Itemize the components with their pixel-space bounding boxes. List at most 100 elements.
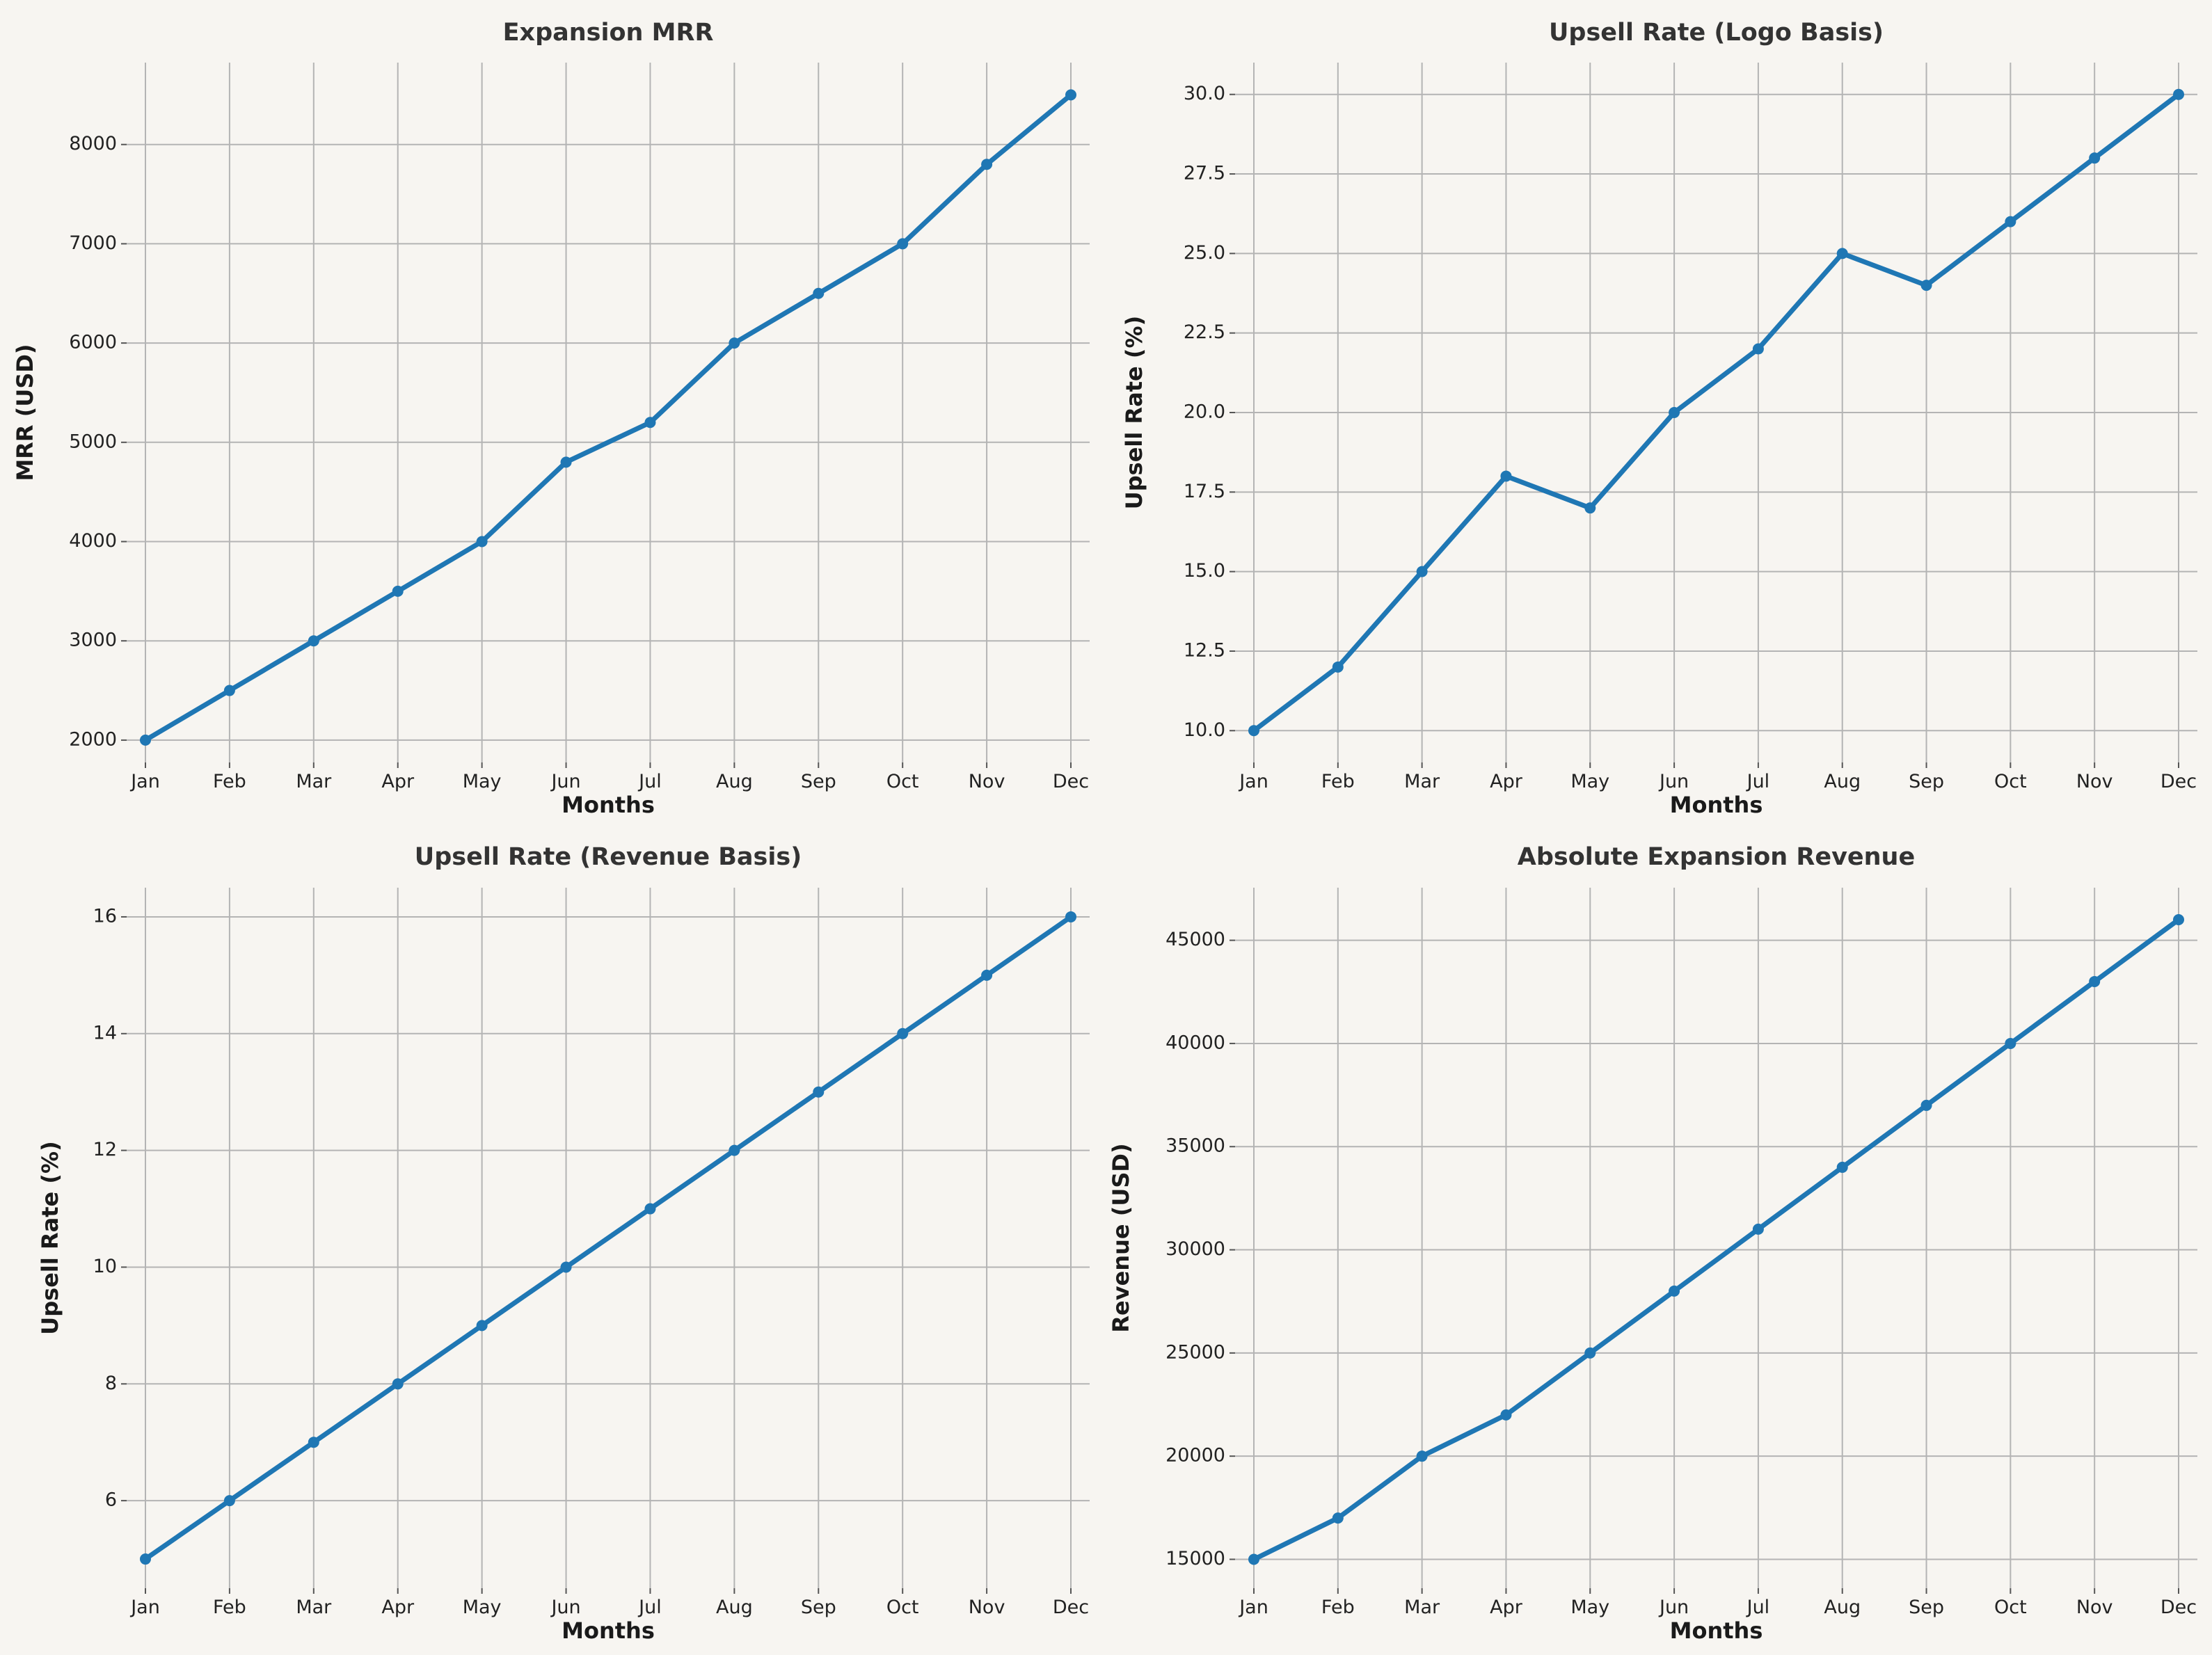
y-axis-label: Upsell Rate (%) [1121, 316, 1147, 509]
data-point [644, 1203, 656, 1215]
x-tick-label: Jan [129, 771, 160, 792]
chart-title: Upsell Rate (Revenue Basis) [415, 843, 802, 871]
x-tick-label: Feb [1321, 1597, 1355, 1618]
x-tick-label: Apr [1490, 771, 1523, 792]
x-axis-label: Months [562, 1617, 655, 1644]
x-tick-label: Nov [969, 771, 1005, 792]
x-tick-label: Jul [1746, 1597, 1770, 1618]
plot-area: Jan Feb Mar Apr May Jun Jul Aug Sep Oct Nov Dec 6 8 10… [93, 888, 1090, 1618]
data-point [1669, 407, 1680, 418]
x-tick-label: Nov [2076, 1597, 2113, 1618]
x-tick-label: May [463, 771, 502, 792]
y-tick-label: 25.0 [1184, 242, 1225, 264]
data-point [2089, 975, 2101, 987]
x-tick-label: Feb [213, 771, 246, 792]
x-axis-label: Months [1670, 1617, 1763, 1644]
x-tick-label: Jun [1658, 1597, 1689, 1618]
data-point [897, 238, 909, 250]
data-point [2005, 1037, 2016, 1049]
x-tick-label: Jul [1746, 771, 1770, 792]
x-tick-label: Jun [1658, 771, 1689, 792]
plot-area: Jan Feb Mar Apr May Jun Jul Aug Sep Oct Nov Dec 1500… [1165, 888, 2197, 1618]
x-tick-label: Jan [1238, 771, 1268, 792]
x-tick-label: Nov [969, 1597, 1005, 1618]
x-tick-label: Sep [1909, 771, 1944, 792]
data-point [1836, 1161, 1848, 1173]
data-point [1584, 1347, 1596, 1359]
y-tick-label: 20000 [1165, 1445, 1225, 1466]
chart-title: Absolute Expansion Revenue [1518, 843, 1915, 871]
x-tick-label: Apr [381, 771, 415, 792]
data-point [1500, 470, 1512, 482]
series-line [143, 92, 1074, 743]
data-point [392, 1378, 404, 1390]
data-point [560, 1261, 572, 1273]
chart-title: Expansion MRR [503, 19, 714, 47]
x-tick-label: Jan [1238, 1597, 1268, 1618]
data-point [813, 287, 825, 299]
plot-area: Jan Feb Mar Apr May Jun Jul Aug Sep Oct Nov Dec 2000… [69, 63, 1090, 792]
x-tick-label: Aug [716, 771, 753, 792]
x-tick-label: Dec [2161, 771, 2197, 792]
expansion-mrr-chart: Expansion MRR Months MRR (USD) Jan Feb Mar… [12, 19, 1090, 818]
y-tick-label: 10 [93, 1256, 117, 1277]
data-point [140, 1553, 151, 1565]
x-tick-label: Feb [213, 1597, 246, 1618]
data-point [729, 337, 740, 349]
x-tick-label: Sep [801, 771, 836, 792]
x-tick-label: Feb [1321, 771, 1355, 792]
x-tick-label: Jun [550, 771, 580, 792]
data-point [644, 417, 656, 429]
y-tick-label: 6000 [69, 332, 117, 353]
data-point [223, 1495, 235, 1507]
data-point [1065, 911, 1076, 922]
x-tick-label: Sep [801, 1597, 836, 1618]
y-tick-label: 22.5 [1184, 321, 1225, 343]
data-point [1920, 280, 1932, 291]
x-tick-label: Mar [296, 1597, 332, 1618]
x-tick-label: Aug [716, 1597, 753, 1618]
data-point [2173, 913, 2184, 925]
data-point [476, 536, 488, 547]
y-tick-label: 3000 [69, 630, 117, 651]
y-tick-label: 6 [105, 1489, 117, 1511]
data-point [1416, 566, 1428, 577]
data-point [1920, 1099, 1932, 1111]
data-point [140, 734, 151, 746]
y-tick-label: 15.0 [1184, 560, 1225, 582]
upsell-rate-revenue-chart: Upsell Rate (Revenue Basis) Months Upsel… [37, 843, 1090, 1644]
x-axis-label: Months [562, 792, 655, 818]
y-tick-label: 45000 [1165, 929, 1225, 950]
y-tick-label: 17.5 [1184, 481, 1225, 502]
data-point [897, 1028, 909, 1039]
data-point [813, 1086, 825, 1098]
x-tick-label: Jun [550, 1597, 580, 1618]
data-point [308, 1437, 319, 1448]
absolute-expansion-revenue-chart: Absolute Expansion Revenue Months Revenu… [1108, 843, 2197, 1644]
x-tick-label: May [463, 1597, 502, 1618]
x-tick-label: Oct [1994, 1597, 2027, 1618]
y-tick-label: 16 [93, 905, 117, 927]
data-point [308, 635, 319, 647]
x-tick-label: Mar [1404, 771, 1440, 792]
data-point [2173, 88, 2184, 100]
data-point [1065, 89, 1076, 101]
data-point [1752, 343, 1764, 355]
x-axis-label: Months [1670, 792, 1763, 818]
data-point [392, 585, 404, 597]
data-point [981, 159, 993, 170]
data-point [1500, 1409, 1512, 1421]
data-point [223, 685, 235, 696]
y-axis-label: Revenue (USD) [1108, 1143, 1134, 1332]
data-point [1584, 502, 1596, 514]
x-tick-label: Dec [2161, 1597, 2197, 1618]
y-tick-label: 8 [105, 1373, 117, 1394]
y-tick-label: 35000 [1165, 1135, 1225, 1157]
data-point [1332, 1512, 1344, 1524]
x-tick-label: Oct [1994, 771, 2027, 792]
y-tick-label: 14 [93, 1022, 117, 1044]
x-tick-label: Aug [1824, 771, 1861, 792]
data-point [1752, 1223, 1764, 1235]
data-point [981, 969, 993, 981]
